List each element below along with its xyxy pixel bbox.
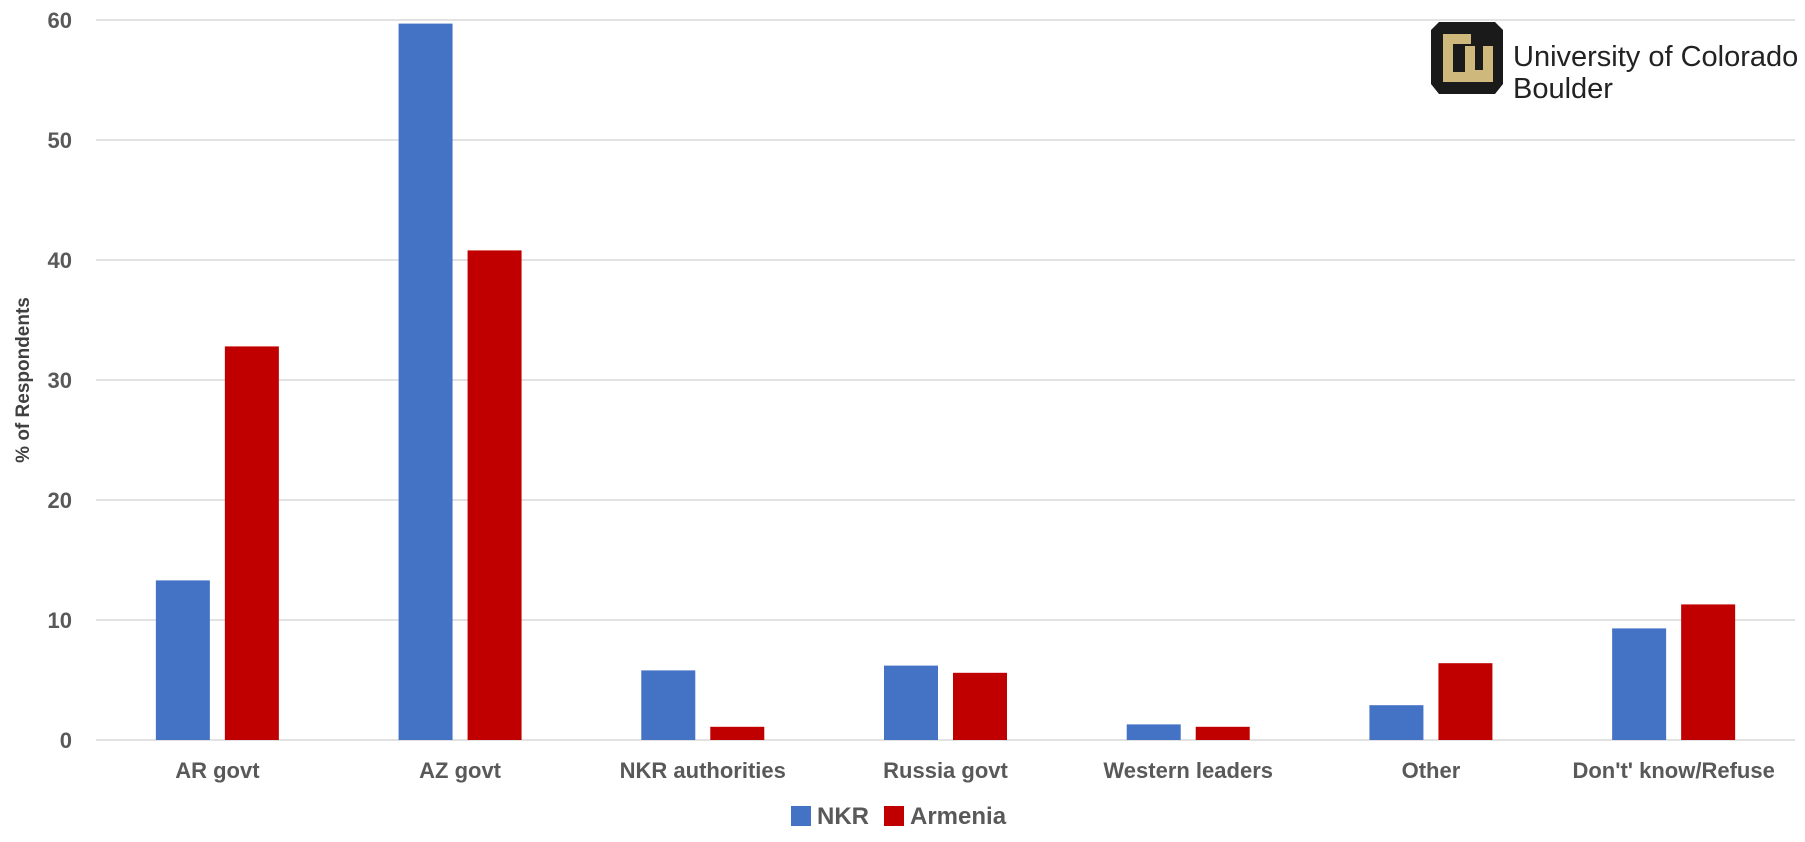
logo-line-1: University of Colorado bbox=[1513, 41, 1798, 73]
cu-boulder-logo: University of Colorado Boulder bbox=[1431, 22, 1798, 105]
y-tick-label: 10 bbox=[48, 608, 72, 633]
bar-nkr-3 bbox=[884, 665, 938, 740]
legend-label-armenia: Armenia bbox=[910, 803, 1007, 830]
legend-swatch-armenia bbox=[884, 806, 904, 826]
gridlines bbox=[96, 19, 1795, 741]
bar-nkr-0 bbox=[155, 580, 210, 740]
x-category-label: Don't' know/Refuse bbox=[1572, 758, 1774, 783]
y-tick-label: 60 bbox=[48, 8, 72, 33]
x-category-label: Western leaders bbox=[1103, 758, 1273, 783]
x-category-label: NKR authorities bbox=[620, 758, 786, 783]
bar-armenia-6 bbox=[1681, 604, 1736, 740]
bar-nkr-4 bbox=[1126, 724, 1181, 740]
logo-line-2: Boulder bbox=[1513, 73, 1613, 105]
bar-armenia-0 bbox=[224, 346, 279, 740]
y-tick-label: 40 bbox=[48, 248, 72, 273]
y-tick-label: 0 bbox=[60, 728, 72, 753]
bar-nkr-2 bbox=[641, 670, 696, 740]
y-axis-ticks: 0 10 20 30 40 50 60 bbox=[48, 8, 72, 753]
bar-nkr-1 bbox=[398, 23, 453, 741]
cu-emblem-icon bbox=[1431, 22, 1503, 94]
y-tick-label: 50 bbox=[48, 128, 72, 153]
bar-armenia-1 bbox=[467, 250, 522, 740]
bar-armenia-4 bbox=[1195, 726, 1250, 740]
bar-armenia-5 bbox=[1438, 663, 1493, 740]
legend-swatch-nkr bbox=[791, 806, 811, 826]
x-category-label: AZ govt bbox=[419, 758, 502, 783]
bar-armenia-3 bbox=[953, 672, 1007, 740]
bars bbox=[155, 23, 1736, 741]
bar-nkr-6 bbox=[1612, 628, 1667, 740]
y-tick-label: 20 bbox=[48, 488, 72, 513]
legend-label-nkr: NKR bbox=[817, 803, 869, 830]
x-category-label: AR govt bbox=[175, 758, 260, 783]
x-category-label: Russia govt bbox=[883, 758, 1008, 783]
x-category-label: Other bbox=[1402, 758, 1461, 783]
bar-nkr-5 bbox=[1369, 705, 1424, 740]
y-axis-title: % of Respondents bbox=[13, 297, 34, 463]
legend: NKR Armenia bbox=[791, 803, 1007, 830]
bar-armenia-2 bbox=[710, 726, 765, 740]
x-axis-categories: AR govt AZ govt NKR authorities Russia govt… bbox=[175, 758, 1775, 783]
y-tick-label: 30 bbox=[48, 368, 72, 393]
